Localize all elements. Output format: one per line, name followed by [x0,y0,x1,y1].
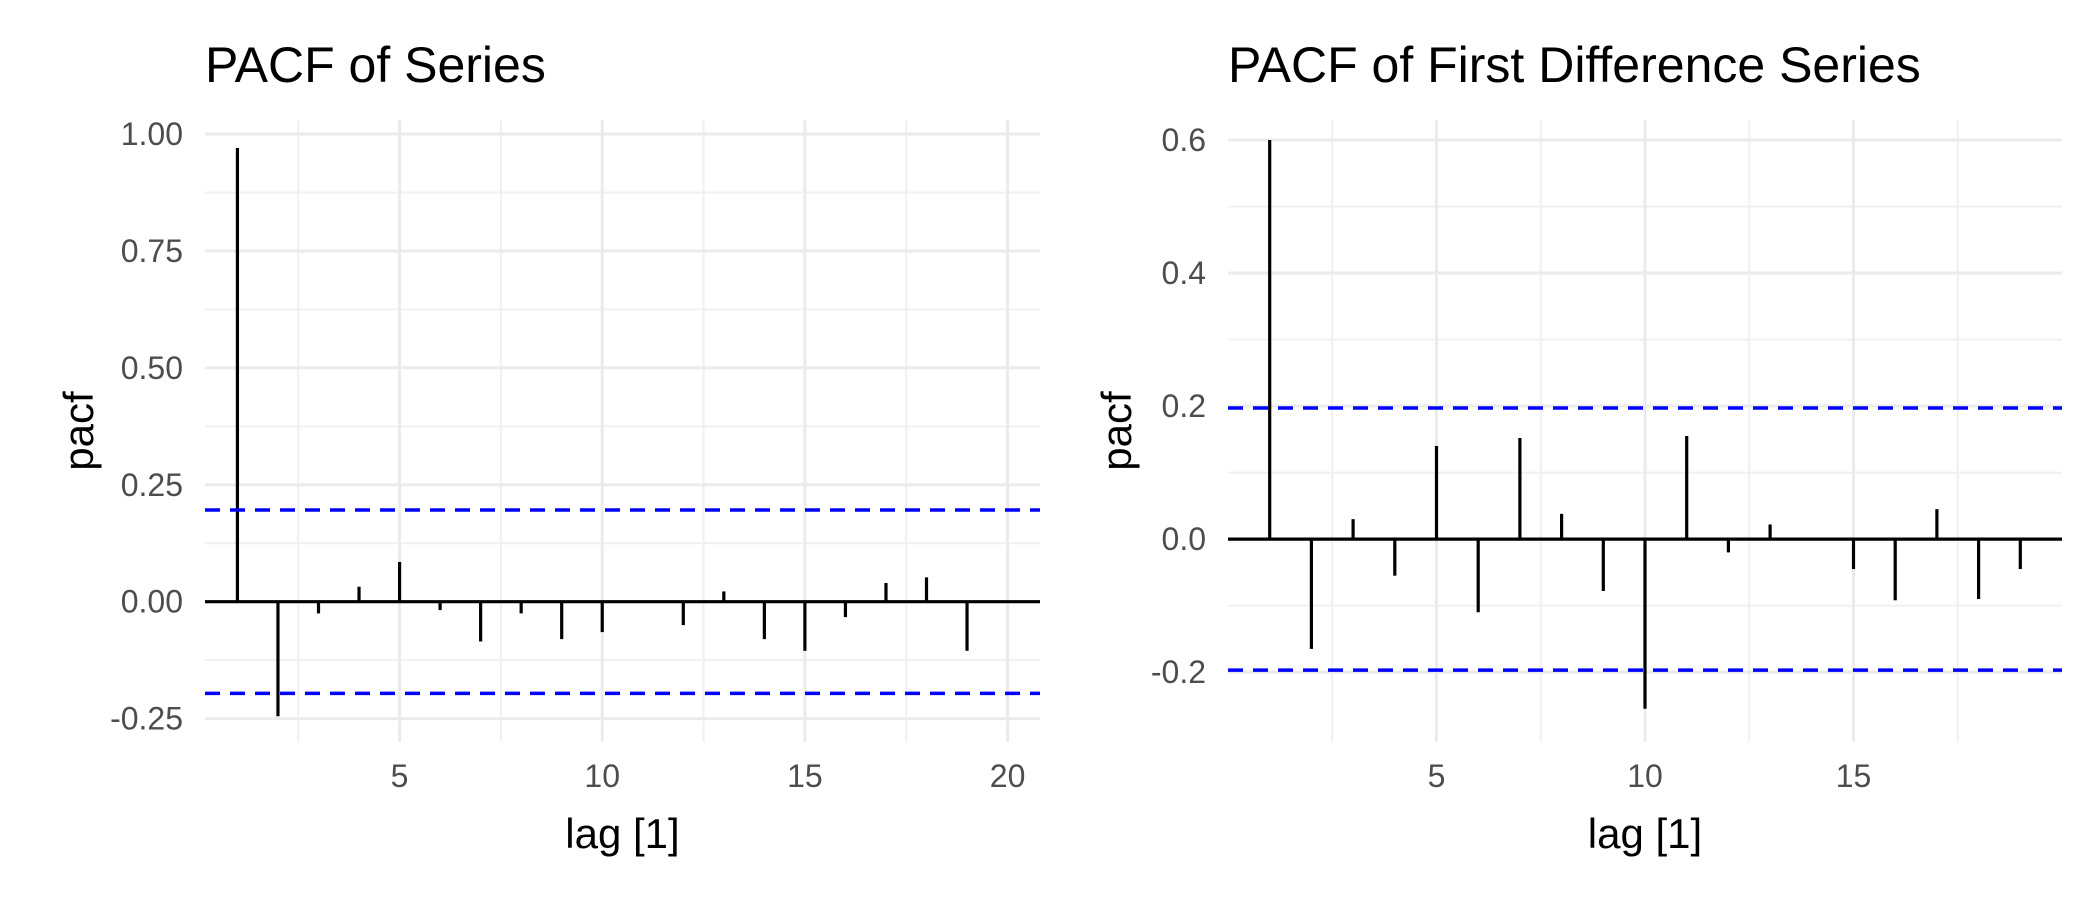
y-tick-label: -0.2 [1151,654,1206,690]
x-tick-label: 15 [1836,758,1872,794]
y-tick-label: 1.00 [121,116,183,152]
x-tick-label: 15 [787,758,823,794]
x-tick-label: 5 [1428,758,1446,794]
y-axis-label: pacf [1093,391,1140,471]
chart-title: PACF of First Difference Series [1228,37,1921,93]
chart-title: PACF of Series [205,37,546,93]
y-tick-label: 0.50 [121,350,183,386]
y-axis-label: pacf [55,391,102,471]
pacf-series-panel: -0.25 0.00 0.25 0.50 0.75 1.00 5 10 15 20 PACF of … [55,37,1040,857]
x-tick-label: 10 [584,758,620,794]
y-tick-label: 0.6 [1162,122,1206,158]
x-tick-label: 20 [990,758,1026,794]
y-tick-label: -0.25 [110,701,183,737]
x-tick-label: 5 [391,758,409,794]
y-tick-label: 0.0 [1162,521,1206,557]
x-axis-label: lag [1] [1588,810,1702,857]
y-tick-label: 0.2 [1162,388,1206,424]
x-axis-label: lag [1] [565,810,679,857]
y-tick-label: 0.75 [121,233,183,269]
y-tick-label: 0.25 [121,467,183,503]
y-tick-label: 0.00 [121,584,183,620]
pacf-first-difference-panel: -0.2 0.0 0.2 0.4 0.6 5 10 15 PACF of First Diffe… [1093,37,2062,857]
y-tick-label: 0.4 [1162,255,1206,291]
x-tick-label: 10 [1627,758,1663,794]
